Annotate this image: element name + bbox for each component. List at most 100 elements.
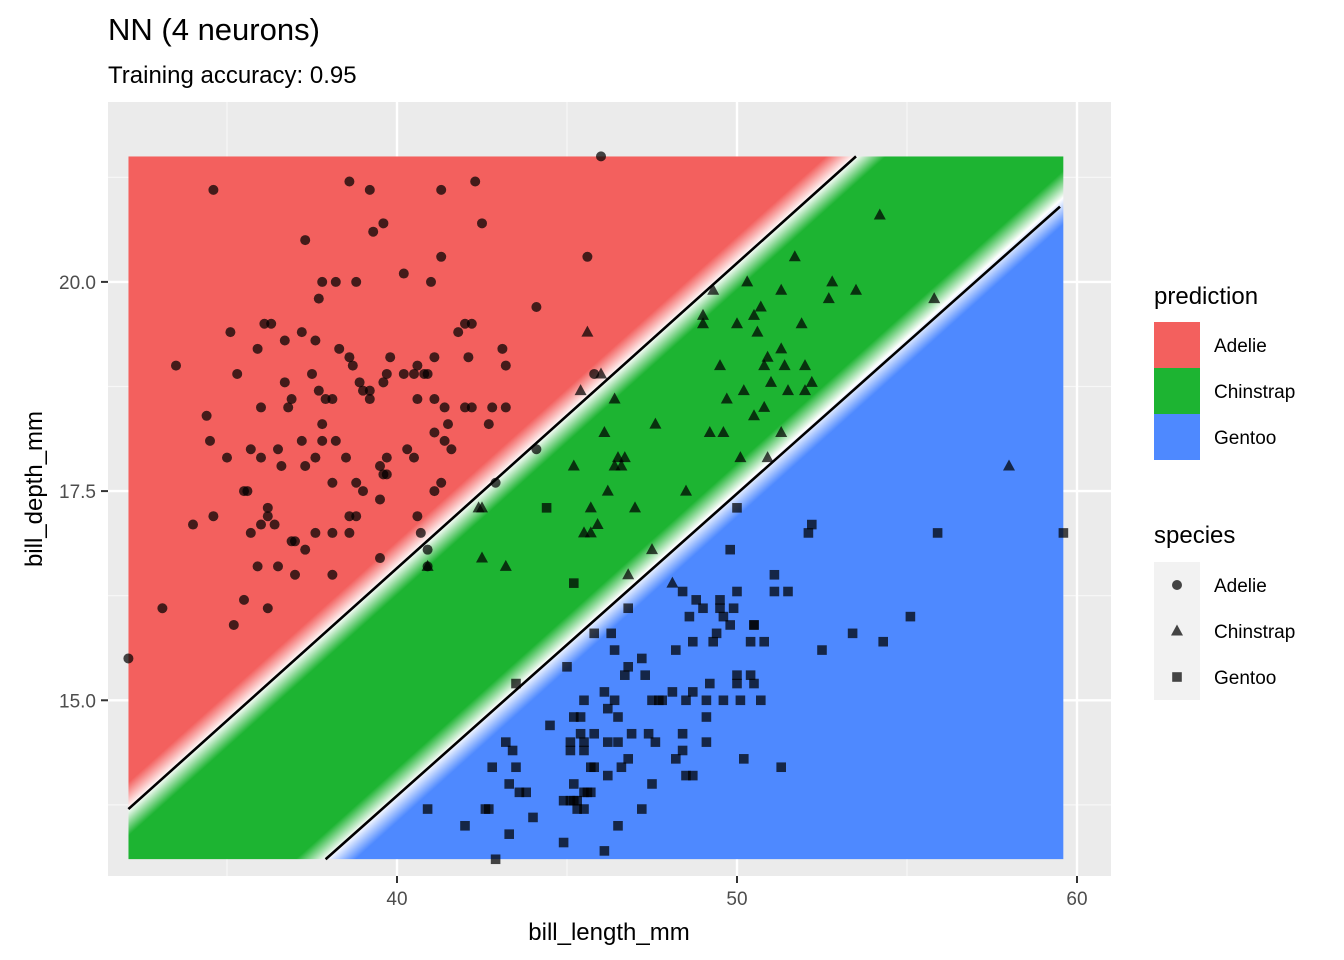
data-point-adelie (300, 460, 311, 471)
data-point-adelie (269, 519, 280, 530)
data-point-chinstrap (799, 384, 811, 396)
data-point-gentoo (484, 804, 494, 814)
chart-title: NN (4 neurons) (108, 12, 320, 47)
data-point-adelie (354, 377, 365, 388)
data-point-adelie (446, 444, 457, 455)
data-point-gentoo (569, 712, 579, 722)
data-point-chinstrap (805, 375, 818, 387)
data-point-adelie (409, 452, 419, 463)
data-point-adelie (188, 519, 198, 530)
chart-subtitle: Training accuracy: 0.95 (108, 62, 357, 89)
data-point-gentoo (613, 737, 623, 747)
data-point-chinstrap (775, 342, 788, 354)
data-point-adelie (344, 176, 355, 187)
data-point-adelie (225, 327, 236, 338)
data-point-chinstrap (751, 325, 764, 337)
data-point-gentoo (558, 795, 569, 806)
data-point-adelie (466, 402, 477, 413)
data-point-adelie (245, 527, 256, 538)
data-point-chinstrap (765, 375, 777, 387)
data-point-adelie (344, 527, 355, 538)
data-point-adelie (429, 394, 440, 405)
data-point-gentoo (558, 837, 569, 848)
data-point-adelie (279, 335, 290, 346)
data-point-chinstrap (703, 426, 716, 438)
data-point-gentoo (688, 770, 698, 781)
data-point-adelie (300, 235, 311, 246)
data-point-chinstrap (778, 359, 791, 371)
data-point-adelie (487, 402, 498, 413)
data-point-adelie (330, 435, 341, 446)
data-point-gentoo (623, 603, 633, 614)
data-point-chinstrap (928, 292, 941, 304)
data-point-adelie (327, 477, 338, 488)
data-point-adelie (310, 335, 321, 346)
data-point-adelie (276, 460, 287, 471)
data-point-gentoo (701, 712, 712, 722)
data-point-chinstrap (782, 384, 794, 396)
data-point-adelie (296, 435, 307, 446)
data-point-gentoo (677, 745, 688, 756)
data-point-adelie (429, 427, 440, 438)
data-point-gentoo (1058, 528, 1069, 538)
data-point-gentoo (749, 678, 759, 689)
data-point-adelie (422, 368, 433, 379)
data-point-adelie (123, 653, 134, 664)
data-point-chinstrap (591, 518, 604, 530)
data-point-gentoo (623, 662, 633, 672)
data-point-adelie (381, 469, 392, 480)
data-point-gentoo (671, 754, 681, 764)
data-point-gentoo (460, 820, 470, 831)
data-point-adelie (334, 343, 345, 354)
data-point-gentoo (501, 737, 511, 747)
data-point-gentoo (732, 678, 742, 689)
data-point-chinstrap (666, 576, 679, 588)
data-point-chinstrap (697, 308, 709, 320)
data-point-gentoo (739, 754, 749, 764)
data-point-adelie (466, 318, 477, 329)
data-point-adelie (290, 569, 300, 580)
data-point-adelie (351, 276, 362, 287)
data-point-chinstrap (574, 384, 587, 396)
data-point-gentoo (725, 620, 735, 630)
data-point-adelie (228, 619, 239, 630)
data-point-adelie (375, 460, 385, 471)
data-point-gentoo (688, 687, 698, 697)
data-point-gentoo (701, 695, 712, 706)
legend-label-adelie: Adelie (1214, 576, 1267, 597)
data-point-adelie (582, 251, 593, 262)
data-point-adelie (463, 352, 474, 363)
data-point-adelie (273, 444, 283, 455)
data-point-chinstrap (795, 317, 808, 329)
data-point-chinstrap (646, 543, 658, 555)
legends: prediction Adelie Chinstrap Gentoo species Ad… (1154, 283, 1295, 700)
data-point-gentoo (817, 645, 827, 655)
data-point-adelie (364, 184, 375, 195)
data-point-chinstrap (584, 526, 597, 538)
data-point-gentoo (705, 678, 715, 689)
data-point-gentoo (677, 728, 688, 739)
legend-label-adelie: Adelie (1214, 336, 1267, 357)
data-point-gentoo (718, 695, 729, 706)
data-point-adelie (201, 410, 212, 421)
data-point-chinstrap (826, 275, 839, 287)
x-tick-label: 50 (726, 889, 747, 910)
data-point-adelie (412, 360, 423, 371)
data-point-gentoo (637, 804, 647, 814)
data-point-gentoo (603, 770, 613, 781)
data-point-chinstrap (707, 283, 720, 295)
data-point-gentoo (677, 586, 688, 597)
data-point-chinstrap (748, 308, 760, 320)
data-point-adelie (205, 435, 215, 446)
data-point-gentoo (616, 762, 627, 773)
data-point-adelie (208, 184, 219, 195)
data-point-gentoo (487, 762, 497, 773)
prediction-region-group (128, 156, 1064, 860)
data-point-gentoo (599, 846, 610, 856)
data-point-gentoo (545, 720, 555, 731)
data-point-gentoo (640, 670, 650, 680)
data-point-adelie (286, 394, 297, 405)
data-point-adelie (368, 226, 379, 237)
data-point-adelie (381, 368, 392, 379)
